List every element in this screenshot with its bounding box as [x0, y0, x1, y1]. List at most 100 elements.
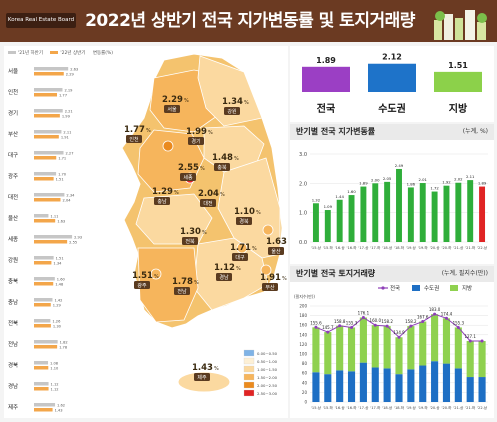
- total-value-label: 176.1: [358, 310, 370, 315]
- bar-capital: [359, 362, 367, 402]
- region-bar-curr: [34, 72, 64, 76]
- bar-capital: [347, 371, 356, 402]
- region-bar-value-curr: 1.63: [57, 220, 65, 224]
- map-region-tag: [200, 199, 216, 207]
- bar-capital: [312, 372, 320, 402]
- map-region-tag: [224, 107, 240, 115]
- y-tick-label: 140: [299, 332, 307, 337]
- total-value-label: 134.9: [393, 330, 405, 335]
- region-bar-curr: [34, 114, 60, 118]
- map-region-tag: [134, 281, 150, 289]
- summary-label: 전국: [317, 102, 335, 115]
- map-region-name: 충남: [157, 198, 167, 205]
- x-tick-label: '20.하: [441, 245, 452, 250]
- map-region-name: 대전: [203, 200, 213, 207]
- map-percent-sign: %: [220, 192, 225, 198]
- bar-value-label: 1.32: [312, 197, 321, 202]
- x-tick-label: '20.상: [430, 245, 441, 250]
- total-point: [468, 339, 472, 343]
- scale-label: 1.00~1.50: [257, 367, 278, 372]
- y-tick-label: 180: [299, 313, 307, 318]
- map-value-label: 2.55: [178, 163, 199, 173]
- region-bar-curr: [34, 198, 61, 202]
- bar: [479, 186, 486, 242]
- y-tick-label: 60: [302, 371, 308, 376]
- total-value-label: 160.0: [370, 318, 382, 323]
- legend-label: 전국: [390, 284, 400, 292]
- region-bar-label: 경북: [8, 362, 18, 369]
- x-tick-label: '21.하: [465, 405, 476, 410]
- map-value-label: 1.99: [186, 127, 207, 137]
- region-bar-value-prev: 1.11: [50, 215, 58, 219]
- bar-value-label: 1.44: [335, 194, 344, 199]
- map-region-name: 제주: [197, 374, 207, 381]
- region-bar-label: 경남: [8, 382, 18, 390]
- bar-value-label: 1.09: [324, 204, 333, 209]
- region-bar-label: 전남: [8, 340, 18, 348]
- map-value-label: 1.30: [180, 227, 201, 237]
- map-value-label: 1.91: [260, 273, 281, 283]
- map-region-name: 세종: [183, 174, 193, 181]
- map-region-name: 강원: [227, 108, 237, 115]
- x-tick-label: '21.하: [465, 245, 476, 250]
- map-value-label: 1.43: [192, 363, 213, 373]
- bar-capital: [419, 365, 427, 402]
- region-bar-prev: [34, 235, 73, 239]
- x-tick-label: '16.하: [347, 405, 358, 410]
- total-point: [385, 324, 389, 328]
- total-value-label: 158.2: [381, 319, 393, 324]
- y-tick-label: 3.0: [299, 152, 307, 158]
- region-bar-label: 인천: [8, 88, 18, 96]
- map-value-label: 1.10: [234, 207, 255, 217]
- x-tick-label: '21.상: [453, 405, 464, 410]
- region-bar-value-prev: 1.51: [56, 257, 64, 261]
- region-bar-value-curr: 1.99: [62, 115, 71, 119]
- region-bar-curr: [34, 135, 59, 139]
- region-bar-label: 전북: [8, 319, 18, 327]
- transaction-chart: 전국 수도권 지방 (필지수(만)) 0 20 40 60 80 100 120 140 160 180 2…: [294, 284, 488, 410]
- bar-region: [336, 325, 344, 371]
- bar: [431, 191, 438, 242]
- bar: [407, 187, 414, 242]
- bar-region: [466, 340, 474, 378]
- map-percent-sign: %: [194, 280, 199, 286]
- total-point: [421, 320, 425, 324]
- map-percent-sign: %: [184, 98, 189, 104]
- scale-swatch: [243, 365, 255, 373]
- region-bar-label: 울산: [8, 214, 18, 222]
- bar-region: [312, 327, 320, 373]
- scale-swatch: [243, 349, 255, 357]
- map-region-tag: [236, 217, 252, 225]
- map-value-label: 2.29: [162, 95, 183, 105]
- total-point: [314, 325, 318, 329]
- x-tick-label: '19.하: [418, 245, 429, 250]
- map-region-tag: [194, 373, 210, 381]
- total-point: [373, 323, 377, 327]
- map-percent-sign: %: [154, 274, 159, 280]
- x-tick-label: '19.하: [418, 405, 429, 410]
- region-bar-value-curr: 2.29: [66, 73, 75, 77]
- x-tick-label: '19.상: [406, 405, 417, 410]
- map-percent-sign: %: [202, 230, 207, 236]
- region-bar-curr: [34, 324, 51, 328]
- korea-map: 2.29 % 서울 1.77 % 인천 1.99 % 경기 1.34 % 강원 2.55 % 세종 1.48%…: [121, 53, 287, 397]
- summary-bar: [302, 66, 350, 92]
- map-region-name: 경기: [191, 138, 200, 145]
- map-percent-sign: %: [146, 128, 151, 134]
- region-bar-prev: [34, 130, 62, 134]
- bar-capital: [442, 363, 451, 402]
- map-region-name: 경남: [219, 274, 229, 281]
- y-tick-label: 40: [302, 380, 308, 385]
- region-bar-label: 세종: [8, 235, 18, 243]
- map-region-tag: [188, 137, 204, 145]
- y-tick-label: 160: [299, 323, 307, 328]
- map-region-tag: [126, 135, 142, 143]
- region-bar-label: 대전: [8, 193, 18, 201]
- region-bar-value-curr: 1.12: [51, 388, 59, 392]
- region-bar-value-prev: 1.12: [51, 383, 59, 387]
- bar: [348, 195, 355, 242]
- transaction-title: 반기별 전국 토지거래량 (누계, 필지수(만)): [290, 266, 494, 282]
- y-tick-label: 80: [302, 361, 308, 366]
- scale-label: 2.50~3.00: [257, 391, 278, 396]
